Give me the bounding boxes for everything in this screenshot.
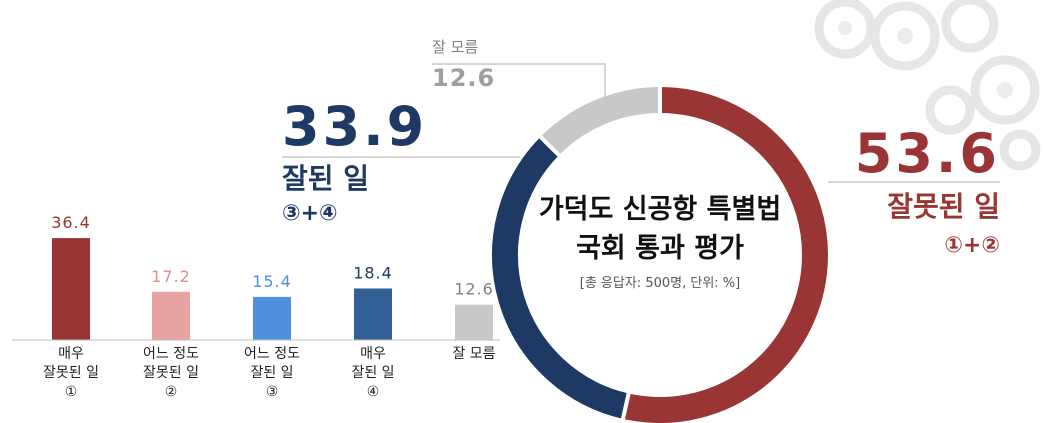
leader-line-dontknow <box>432 63 606 98</box>
bar-value-label-3: 18.4 <box>353 263 393 282</box>
donut-note: [총 응답자: 500명, 단위: %] <box>580 276 740 291</box>
good-total-sub: ③+④ <box>282 201 338 226</box>
bar-1 <box>152 291 190 340</box>
bar-category-label-1-1: 잘못된 일 <box>143 365 199 381</box>
bar-3 <box>354 288 392 340</box>
bar-0 <box>52 238 90 340</box>
bar-value-label-0: 36.4 <box>51 213 91 232</box>
bar-value-label-1: 17.2 <box>151 267 191 286</box>
donut-subtitle: 국회 통과 평가 <box>576 233 744 264</box>
bad-total-value: 53.6 <box>855 122 1000 185</box>
bar-value-label-2: 15.4 <box>252 272 292 291</box>
bar-category-label-2-0: 어느 정도 <box>244 346 300 362</box>
bar-category-label-2-1: 잘된 일 <box>250 365 293 381</box>
donut-title: 가덕도 신공항 특별법 <box>539 194 781 225</box>
bar-category-label-3-2: ④ <box>367 384 380 400</box>
bar-2 <box>253 296 291 340</box>
gear-decoration <box>814 0 1041 171</box>
bar-category-label-0-0: 매우 <box>58 346 84 362</box>
bar-category-label-1-2: ② <box>165 384 178 400</box>
dontknow-value: 12.6 <box>432 64 495 92</box>
bar-category-label-3-1: 잘된 일 <box>351 365 394 381</box>
donut-slice-2 <box>536 82 662 160</box>
donut-slice-0 <box>620 82 832 423</box>
bad-total-sub: ①+② <box>944 233 1000 258</box>
bar-4 <box>455 304 493 340</box>
bar-category-label-0-2: ① <box>65 384 78 400</box>
bar-category-label-3-0: 매우 <box>360 346 386 362</box>
donut-chart <box>488 82 832 423</box>
bar-category-label-1-0: 어느 정도 <box>143 346 199 362</box>
bar-category-label-2-2: ③ <box>266 384 279 400</box>
bad-total-label: 잘못된 일 <box>887 190 1000 223</box>
good-total-value: 33.9 <box>282 95 427 158</box>
bar-category-label-4-0: 잘 모름 <box>452 346 495 362</box>
good-total-label: 잘된 일 <box>282 162 369 195</box>
bar-value-label-4: 12.6 <box>454 280 494 299</box>
dontknow-label: 잘 모름 <box>432 38 478 56</box>
bar-category-label-0-1: 잘못된 일 <box>43 365 99 381</box>
